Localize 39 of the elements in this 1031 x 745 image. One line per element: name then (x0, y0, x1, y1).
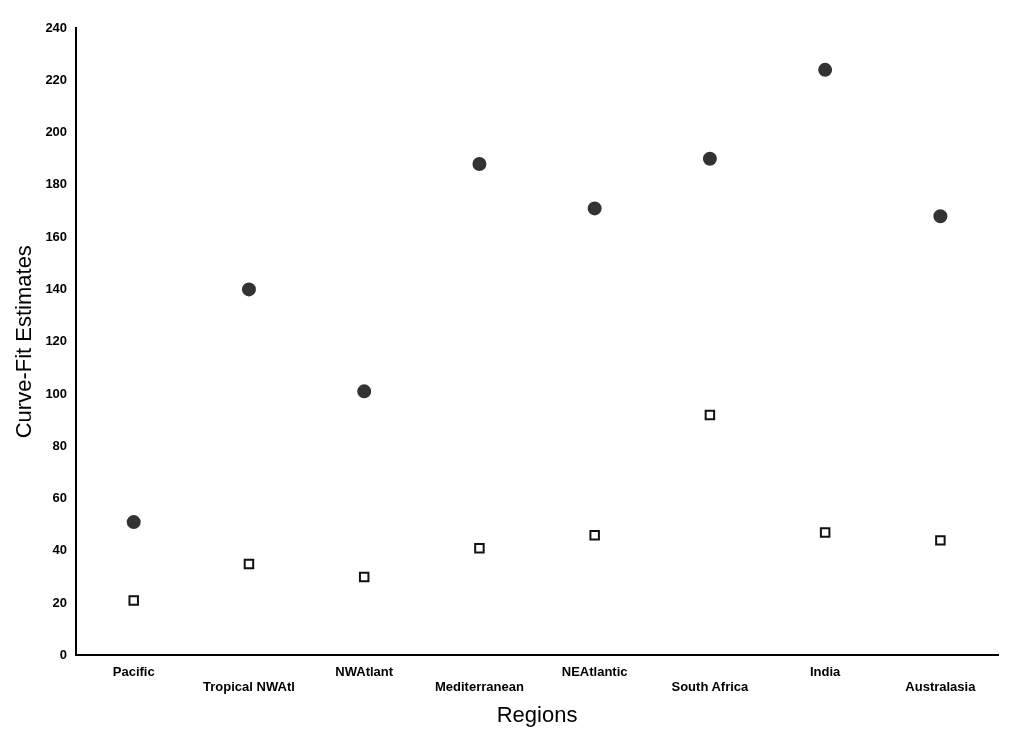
point (126, 515, 141, 530)
point (587, 201, 602, 216)
y-tick-label: 140 (45, 280, 68, 296)
point (474, 542, 485, 554)
point (818, 62, 833, 77)
x-tick-label: Mediterranean (434, 679, 524, 695)
y-tick-label: 40 (52, 542, 68, 558)
y-tick-label: 220 (45, 71, 68, 87)
point (472, 156, 487, 171)
point (935, 535, 946, 546)
point (819, 527, 831, 538)
x-tick-label: NEAtlantic (561, 663, 628, 679)
x-tick-label: Tropical NWAtl (203, 679, 295, 695)
y-tick-label: 20 (52, 594, 68, 610)
y-tick-label: 200 (45, 124, 68, 140)
x-tick-label: Pacific (112, 663, 155, 679)
y-tick-label: 0 (59, 646, 68, 662)
point (933, 209, 948, 224)
y-tick-label: 120 (45, 333, 68, 349)
y-axis-title: Curve-Fit Estimates (11, 245, 37, 439)
y-tick-label: 240 (45, 19, 68, 35)
x-tick-label: Australasia (905, 679, 977, 695)
y-tick-label: 180 (45, 176, 68, 192)
y-tick-label: 60 (52, 490, 68, 506)
y-tick-label: 80 (52, 437, 68, 453)
point (128, 595, 139, 606)
x-tick-label: NWAtlant (335, 663, 394, 679)
point (243, 558, 255, 570)
y-tick-label: 160 (45, 228, 68, 244)
point (702, 151, 717, 166)
point (704, 409, 716, 421)
x-tick-label: South Africa (671, 679, 750, 695)
point (589, 529, 600, 541)
y-tick-label: 100 (45, 385, 68, 401)
x-axis-title: Regions (496, 701, 578, 727)
point (358, 571, 370, 583)
point (357, 384, 372, 399)
x-tick-label: India (809, 663, 842, 679)
point (241, 282, 256, 297)
